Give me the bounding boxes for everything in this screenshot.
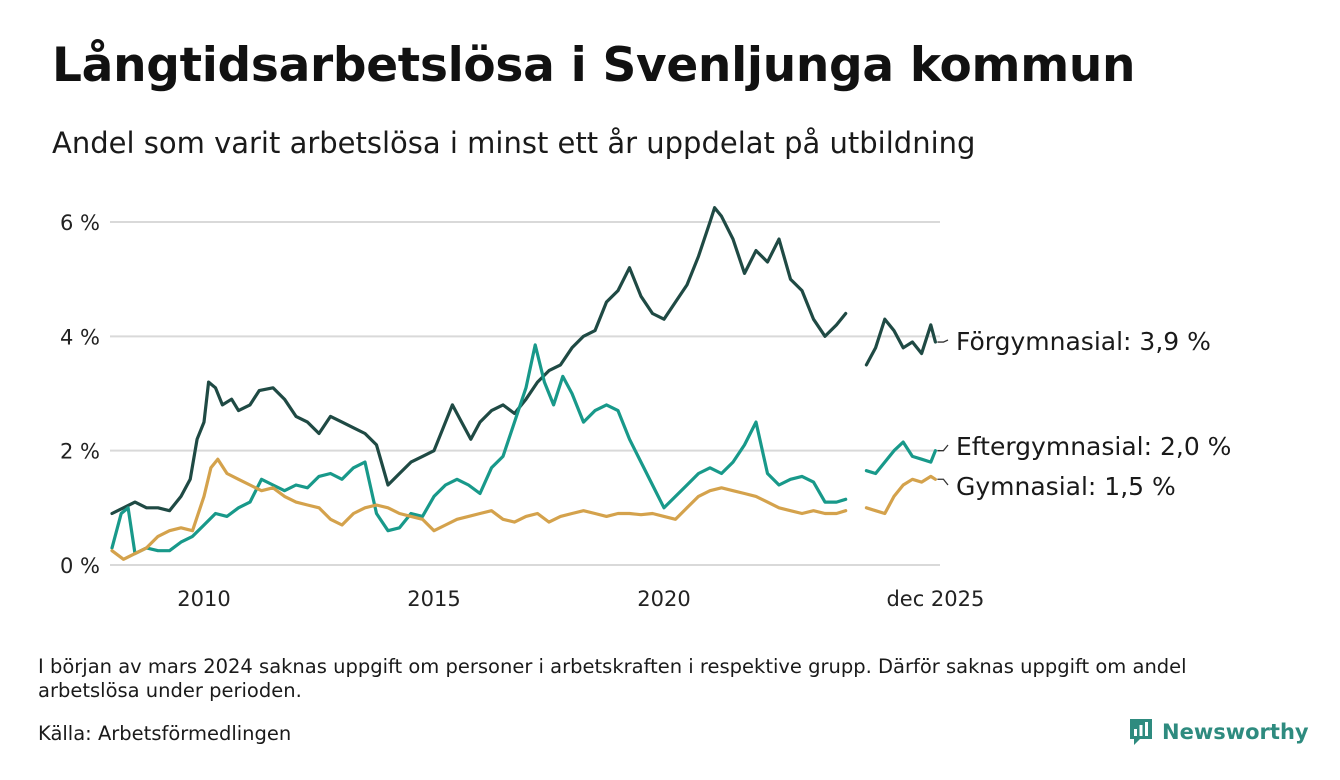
chart-subtitle: Andel som varit arbetslösa i minst ett å…: [52, 126, 976, 160]
line-chart: 0 % 2 % 4 % 6 % 2010 2015 2020 dec 2025 Förgymna…: [60, 206, 1231, 611]
newsworthy-logo[interactable]: Newsworthy: [1128, 717, 1309, 747]
x-tick-label: 2010: [177, 587, 230, 611]
source-label: Källa: Arbetsförmedlingen: [38, 722, 292, 745]
end-label-forgymnasial: Förgymnasial: 3,9 %: [956, 327, 1211, 356]
x-tick-label: dec 2025: [886, 587, 984, 611]
end-label-gymnasial: Gymnasial: 1,5 %: [956, 472, 1176, 501]
end-label-connector-gymnasial: [937, 478, 949, 486]
series-line-eftergymnasial-segment-2: [864, 440, 937, 476]
y-tick-label: 4 %: [60, 325, 100, 349]
x-tick-label: 2015: [407, 587, 460, 611]
series-line-eftergymnasial-segment-1: [110, 343, 848, 556]
y-tick-label: 0 %: [60, 554, 100, 578]
end-label-connector-eftergymnasial: [937, 444, 949, 452]
series-line-forgymnasial-segment-2: [864, 317, 937, 367]
end-label-connector-forgymnasial: [937, 339, 949, 343]
series-line-gymnasial-segment-1: [110, 457, 848, 561]
chart-title: Långtidsarbetslösa i Svenljunga kommun: [52, 38, 1136, 93]
newsworthy-logo-text: Newsworthy: [1162, 720, 1309, 744]
footnote: I början av mars 2024 saknas uppgift om …: [38, 655, 1187, 702]
series-line-forgymnasial-segment-1: [110, 206, 848, 516]
newsworthy-logo-icon: [1130, 719, 1152, 745]
y-tick-label: 6 %: [60, 211, 100, 235]
x-tick-label: 2020: [637, 587, 690, 611]
series-line-gymnasial-segment-2: [864, 474, 937, 516]
y-tick-label: 2 %: [60, 440, 100, 464]
end-label-eftergymnasial: Eftergymnasial: 2,0 %: [956, 432, 1231, 461]
